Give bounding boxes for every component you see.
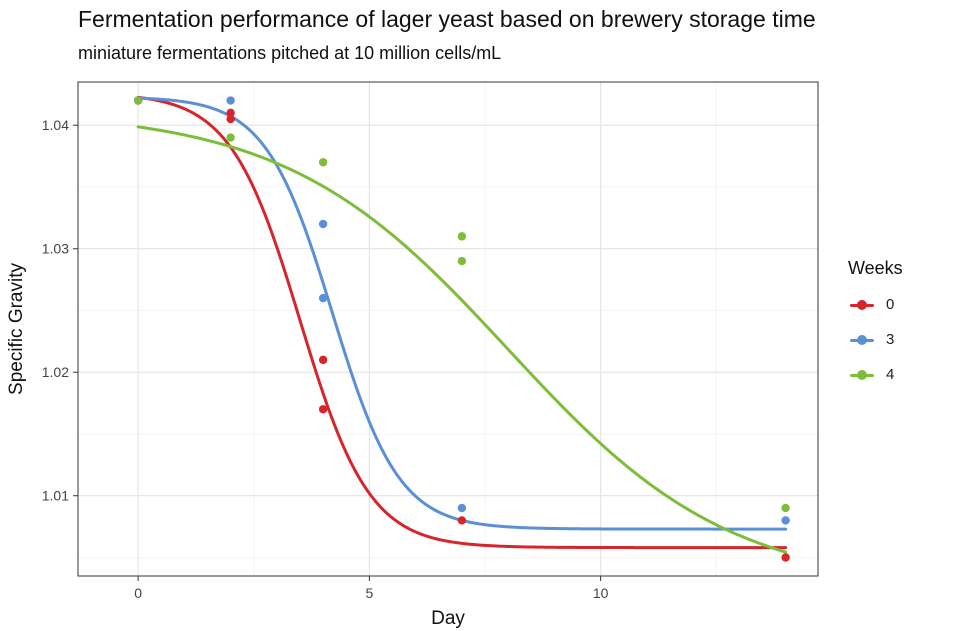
x-axis-title: Day — [431, 608, 465, 629]
fit-line-weeks-4 — [136, 125, 788, 554]
x-tick-label: 10 — [593, 585, 609, 601]
legend: Weeks 0 3 4 — [848, 258, 903, 392]
legend-label-0: 0 — [886, 296, 895, 313]
data-point-weeks-4 — [226, 133, 235, 142]
fit-line-weeks-0 — [136, 95, 788, 550]
legend-key-4 — [848, 365, 876, 385]
data-point-weeks-3 — [457, 503, 467, 513]
y-tick-label: 1.04 — [42, 117, 69, 133]
plot-border — [77, 81, 819, 577]
y-tick-label: 1.03 — [42, 241, 69, 257]
legend-key-0 — [848, 295, 876, 315]
plot-background — [78, 82, 818, 576]
chart-subtitle: miniature fermentations pitched at 10 mi… — [78, 43, 502, 63]
legend-key-3 — [848, 330, 876, 350]
legend-item-4: 4 — [848, 357, 903, 392]
y-tick-label: 1.02 — [42, 364, 69, 380]
data-point-weeks-0 — [318, 355, 328, 365]
data-point-weeks-0 — [226, 108, 235, 118]
chart-title: Fermentation performance of lager yeast … — [78, 6, 816, 32]
data-point-weeks-4 — [133, 96, 143, 105]
legend-item-3: 3 — [848, 322, 903, 357]
x-tick-label: 0 — [134, 585, 142, 601]
legend-label-4: 4 — [886, 366, 895, 383]
y-axis-title: Specific Gravity — [6, 263, 27, 395]
data-point-weeks-0 — [318, 405, 328, 414]
data-point-weeks-4 — [318, 158, 328, 167]
legend-item-0: 0 — [848, 287, 903, 322]
data-point-weeks-4 — [457, 232, 467, 241]
data-point-weeks-3 — [226, 96, 235, 105]
data-point-weeks-4 — [457, 256, 467, 266]
data-point-weeks-3 — [781, 516, 790, 525]
legend-title: Weeks — [848, 258, 903, 278]
data-point-weeks-4 — [781, 503, 790, 513]
data-point-weeks-0 — [226, 114, 235, 124]
legend-label-3: 3 — [886, 331, 895, 348]
data-point-weeks-3 — [318, 293, 328, 303]
data-point-weeks-0 — [781, 553, 790, 562]
data-point-weeks-3 — [318, 219, 328, 229]
y-tick-label: 1.01 — [42, 488, 69, 504]
x-tick-label: 5 — [365, 585, 373, 601]
data-point-weeks-0 — [457, 516, 467, 525]
